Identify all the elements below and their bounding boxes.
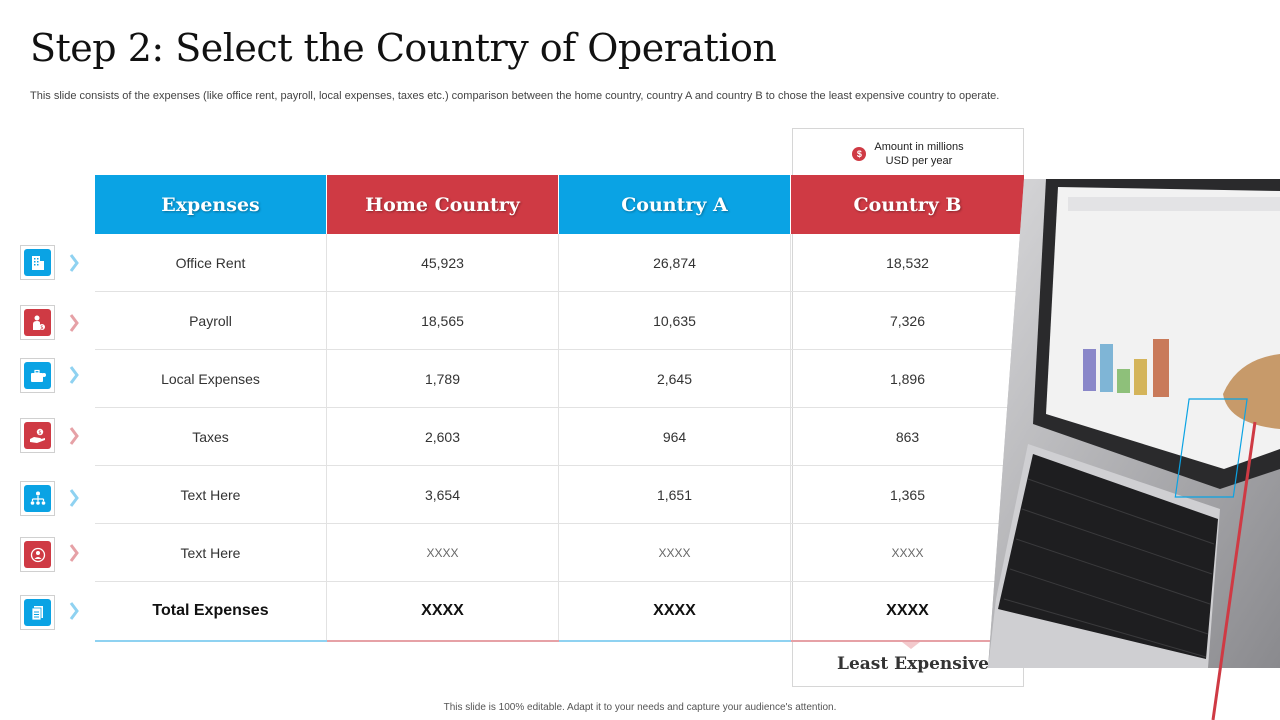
row-label: Office Rent [95, 234, 327, 291]
home-value: 18,565 [327, 292, 559, 349]
home-value: 2,603 [327, 408, 559, 465]
document-icon [20, 595, 55, 630]
row-label: Text Here [95, 466, 327, 523]
home-total: XXXX [327, 582, 559, 640]
table-row: Payroll 18,565 10,635 7,326 [95, 292, 1024, 350]
home-value: 45,923 [327, 234, 559, 291]
table-header-row: Expenses Home Country Country A Country … [95, 175, 1024, 234]
chevron-right-icon [69, 602, 79, 620]
chevron-right-icon [69, 366, 79, 384]
home-value: XXXX [327, 524, 559, 581]
header-home-country: Home Country [327, 175, 559, 234]
least-expensive-label: Least Expensive [836, 654, 989, 674]
table-row: Text Here 3,654 1,651 1,365 [95, 466, 1024, 524]
country-a-value: XXXX [559, 524, 791, 581]
table-row: Office Rent 45,923 26,874 18,532 [95, 234, 1024, 292]
briefcase-icon [20, 358, 55, 393]
amount-note-line2: USD per year [885, 155, 953, 167]
svg-text:$: $ [40, 325, 43, 331]
total-row: Total Expenses XXXX XXXX XXXX [95, 582, 1024, 640]
home-value: 3,654 [327, 466, 559, 523]
laptop-photo [988, 179, 1280, 668]
payroll-icon: $ [20, 305, 55, 340]
country-b-value: 863 [895, 428, 920, 445]
table-row: Taxes 2,603 964 863 [95, 408, 1024, 466]
expenses-table: Expenses Home Country Country A Country … [95, 175, 1024, 642]
chevron-right-icon [69, 544, 79, 562]
chevron-down-icon [902, 642, 920, 649]
table-row: Local Expenses 1,789 2,645 1,896 [95, 350, 1024, 408]
country-a-value: 2,645 [559, 350, 791, 407]
row-label: Text Here [95, 524, 327, 581]
country-b-value: 7,326 [889, 312, 926, 329]
building-icon [20, 245, 55, 280]
amount-note: $ Amount in millions USD per year [792, 138, 1024, 170]
header-expenses: Expenses [95, 175, 327, 234]
table-baseline [95, 640, 1024, 642]
page-title: Step 2: Select the Country of Operation [30, 26, 777, 70]
country-a-total: XXXX [559, 582, 791, 640]
table-row: Text Here XXXX XXXX XXXX [95, 524, 1024, 582]
chevron-right-icon [69, 314, 79, 332]
row-label: Taxes [95, 408, 327, 465]
header-country-a: Country A [559, 175, 791, 234]
red-accent-line [1211, 421, 1257, 720]
country-b-value: 1,365 [889, 486, 926, 503]
amount-note-text: Amount in millions USD per year [874, 140, 963, 168]
total-label: Total Expenses [95, 582, 327, 640]
country-a-value: 1,651 [559, 466, 791, 523]
footer-note: This slide is 100% editable. Adapt it to… [443, 702, 837, 713]
country-a-value: 964 [559, 408, 791, 465]
page-subtitle: This slide consists of the expenses (lik… [30, 90, 1000, 102]
country-b-value: XXXX [891, 545, 924, 560]
hand-money-icon: $ [20, 418, 55, 453]
row-label: Local Expenses [95, 350, 327, 407]
chevron-right-icon [69, 489, 79, 507]
amount-note-line1: Amount in millions [874, 141, 964, 153]
country-b-total: XXXX [886, 602, 929, 619]
home-value: 1,789 [327, 350, 559, 407]
globe-person-icon [20, 537, 55, 572]
country-a-value: 26,874 [559, 234, 791, 291]
country-b-value: 18,532 [886, 254, 929, 271]
country-a-value: 10,635 [559, 292, 791, 349]
country-b-value: 1,896 [889, 370, 926, 387]
row-label: Payroll [95, 292, 327, 349]
chevron-right-icon [69, 254, 79, 272]
org-chart-icon [20, 481, 55, 516]
dollar-icon: $ [852, 147, 867, 161]
svg-text:$: $ [38, 430, 41, 436]
chevron-right-icon [69, 427, 79, 445]
header-country-b: Country B [791, 175, 1024, 234]
